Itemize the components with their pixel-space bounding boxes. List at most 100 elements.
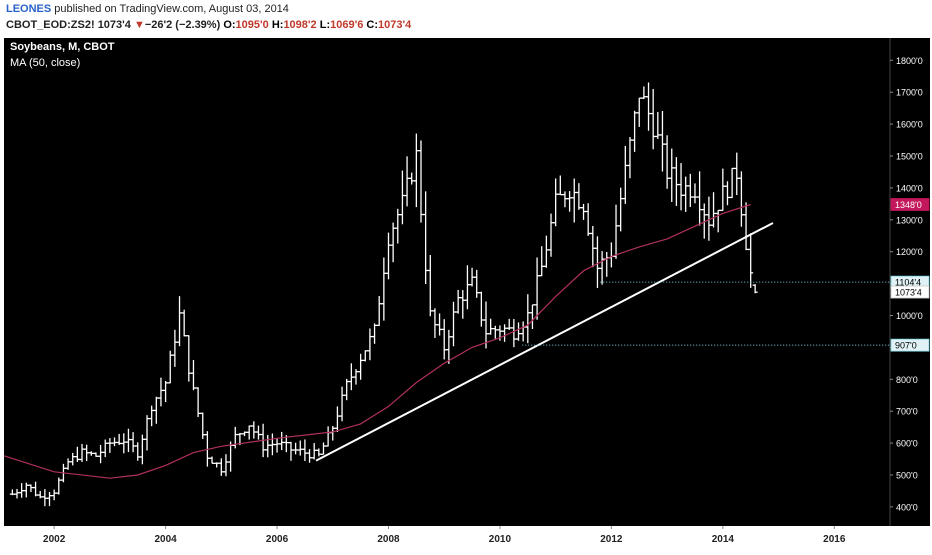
ohlc-bar	[687, 173, 693, 208]
price-label-box	[890, 198, 930, 211]
ohlc-bar	[706, 196, 712, 241]
ohlc-bar	[153, 396, 159, 424]
ohlc-bar	[464, 265, 470, 310]
ohlc-bar	[627, 137, 633, 179]
ohlc-line: CBOT_EOD:ZS2! 1073'4 ▼−26'2 (−2.39%) O:1…	[6, 19, 411, 31]
ohlc-bar	[279, 431, 285, 451]
last-price: 1073'4	[97, 19, 131, 31]
ohlc-bar	[548, 213, 554, 257]
ohlc-bar	[274, 438, 280, 453]
time-axis[interactable]	[4, 526, 890, 548]
ohlc-bar	[9, 489, 15, 496]
ohlc-bar	[423, 191, 429, 285]
ohlc-bar	[37, 490, 43, 499]
ohlc-bar	[669, 148, 675, 202]
publish-line: LEONES published on TradingView.com, Aug…	[6, 3, 289, 15]
horizontal-lines	[522, 281, 890, 346]
ohlc-bar	[246, 425, 252, 440]
ohlc-bar	[655, 111, 661, 139]
ohlc-bar	[177, 296, 183, 347]
ohlc-bar	[567, 191, 573, 212]
ohlc-bar	[734, 152, 740, 196]
ohlc-bar	[307, 449, 313, 463]
x-tick-label: 2012	[600, 534, 623, 545]
ohlc-bar	[683, 176, 689, 212]
ohlc-bar	[149, 405, 155, 427]
y-tick-label: 1800'0	[896, 56, 923, 66]
ohlc-bar	[376, 295, 382, 327]
high-value: 1098'2	[283, 19, 317, 31]
ohlc-bar	[47, 491, 53, 507]
ohlc-bar	[14, 488, 20, 499]
ohlc-bar	[167, 350, 173, 384]
x-tick-label: 2004	[154, 534, 177, 545]
ohlc-bar	[358, 353, 364, 380]
ohlc-bar	[483, 301, 489, 349]
ohlc-bar	[195, 387, 201, 418]
ohlc-bar	[576, 183, 582, 210]
ohlc-bar	[19, 483, 25, 498]
ohlc-bar	[678, 163, 684, 211]
ohlc-bar	[334, 406, 340, 433]
x-tick-label: 2006	[266, 534, 289, 545]
close-label: C:	[366, 19, 378, 31]
ohlc-bar	[418, 140, 424, 223]
ohlc-bar	[102, 439, 108, 458]
y-tick-label: 400'0	[896, 502, 918, 512]
symbol-label: CBOT_EOD:ZS2!	[6, 19, 95, 31]
ma-line	[3, 203, 751, 479]
y-tick-label: 600'0	[896, 439, 918, 449]
ohlc-bar	[525, 294, 531, 344]
ohlc-bar	[116, 433, 122, 445]
ohlc-bar	[33, 481, 39, 497]
ohlc-bar	[172, 329, 178, 367]
ohlc-bar	[214, 462, 220, 468]
ohlc-bar	[539, 246, 545, 277]
ohlc-bar	[23, 482, 29, 498]
ohlc-bar	[724, 181, 730, 206]
chart-header: LEONES published on TradingView.com, Aug…	[0, 0, 932, 36]
ohlc-bar	[748, 233, 754, 288]
price-chart[interactable]: Soybeans, M, CBOT MA (50, close) 400'0 50…	[0, 36, 932, 550]
ohlc-bar	[98, 444, 104, 464]
x-tick-label: 2014	[712, 534, 735, 545]
ohlc-bar	[715, 209, 721, 233]
plot-area[interactable]	[4, 38, 890, 526]
price-label-text: 1073'4	[895, 288, 922, 298]
ohlc-bar	[144, 415, 150, 451]
legend-title: Soybeans, M, CBOT	[10, 41, 115, 53]
ohlc-bar	[594, 236, 600, 288]
y-tick-label: 1600'0	[896, 120, 923, 130]
x-tick-label: 2016	[823, 534, 846, 545]
open-value: 1095'0	[235, 19, 269, 31]
price-label-text: 907'0	[895, 341, 917, 351]
price-label: 1073'4	[890, 285, 930, 299]
ohlc-bar	[692, 183, 698, 204]
ohlc-bar	[255, 425, 261, 440]
ohlc-bar	[348, 363, 354, 391]
y-tick-label: 800'0	[896, 375, 918, 385]
chart-area[interactable]: Soybeans, M, CBOT MA (50, close) 400'0 50…	[0, 36, 932, 550]
ohlc-bar	[697, 171, 703, 226]
ohlc-bar	[242, 431, 248, 437]
ohlc-bar	[125, 428, 131, 453]
ohlc-bar	[381, 257, 387, 321]
x-tick-label: 2008	[377, 534, 400, 545]
ohlc-bar	[362, 350, 368, 362]
ohlc-bar	[121, 433, 127, 454]
ohlc-bar	[451, 301, 457, 347]
ohlc-bar	[529, 304, 535, 330]
ohlc-bar	[659, 111, 665, 172]
ohlc-bar	[74, 446, 80, 462]
ohlc-bar	[650, 88, 656, 150]
open-label: O:	[223, 19, 236, 31]
ohlc-bar	[367, 328, 373, 361]
ohlc-bar	[112, 437, 118, 447]
ohlc-bar	[353, 369, 359, 385]
author-link[interactable]: LEONES	[6, 3, 52, 15]
y-tick-label: 500'0	[896, 470, 918, 480]
ohlc-bar	[56, 477, 62, 495]
ohlc-bar	[534, 257, 540, 320]
y-tick-label: 1000'0	[896, 311, 923, 321]
